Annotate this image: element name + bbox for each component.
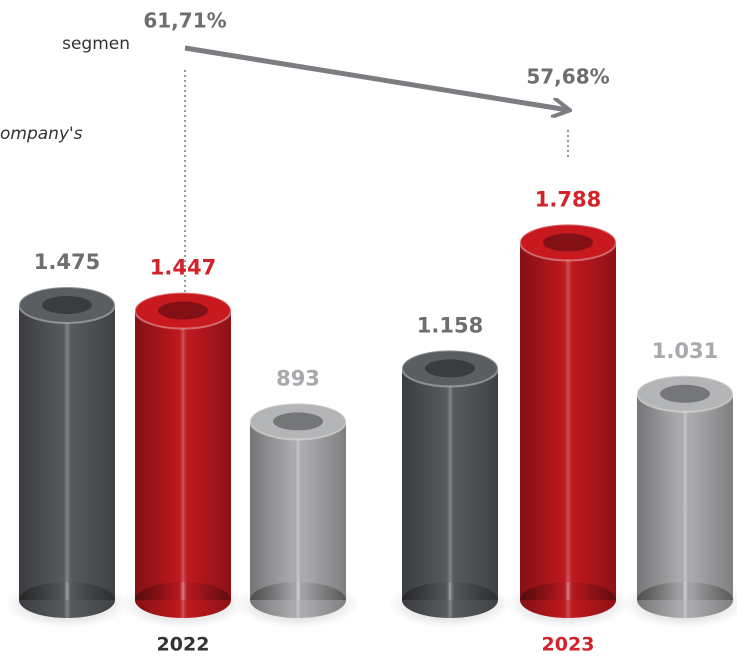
cylinder-top — [636, 374, 734, 413]
cylinder-top — [134, 291, 232, 330]
cylinder-shade — [19, 305, 115, 600]
cylinder — [401, 349, 499, 618]
cylinder — [18, 286, 116, 618]
trend-arrow — [184, 45, 568, 110]
cylinder-top — [519, 223, 617, 262]
cylinder-hole — [425, 359, 475, 378]
cylinder — [249, 402, 347, 618]
cylinder-hole — [273, 412, 323, 431]
cylinder-hole — [660, 384, 710, 403]
cylinder-top — [18, 286, 116, 324]
cylinder-hole — [543, 233, 593, 252]
cylinder-bottom-shade — [520, 582, 616, 618]
cylinder-bottom-shade — [19, 582, 115, 618]
value-label: 1.788 — [535, 187, 601, 211]
cylinder-shade — [637, 393, 733, 600]
cylinder-top — [249, 402, 347, 441]
cylinder-shade — [402, 368, 498, 600]
cylinder-hole — [158, 301, 208, 320]
value-label: 1.447 — [150, 256, 216, 280]
cylinder — [134, 291, 232, 618]
value-label: 1.475 — [34, 250, 100, 274]
x-tick-label: 2023 — [542, 634, 595, 656]
cylinder-bottom-shade — [402, 582, 498, 618]
annotation: 57,68% — [526, 65, 609, 89]
cylinder-hole — [42, 296, 92, 314]
cylinder-bottom-shade — [135, 582, 231, 618]
value-label: 1.031 — [652, 339, 718, 363]
value-label: 893 — [276, 366, 320, 390]
cylinder-shade — [135, 310, 231, 600]
cylinder — [519, 223, 617, 618]
cylinder-shade — [250, 421, 346, 600]
cylinder-bottom-shade — [250, 582, 346, 618]
side-text: ompany's — [0, 124, 83, 144]
side-text: segmen — [62, 34, 130, 54]
cylinder-top — [401, 349, 499, 388]
cylinder-shade — [520, 242, 616, 600]
value-label: 1.158 — [417, 313, 483, 337]
annotation: 61,71% — [143, 9, 226, 33]
cylinder — [636, 374, 734, 618]
cylinder-bottom-shade — [637, 582, 733, 618]
x-tick-label: 2022 — [157, 634, 210, 656]
